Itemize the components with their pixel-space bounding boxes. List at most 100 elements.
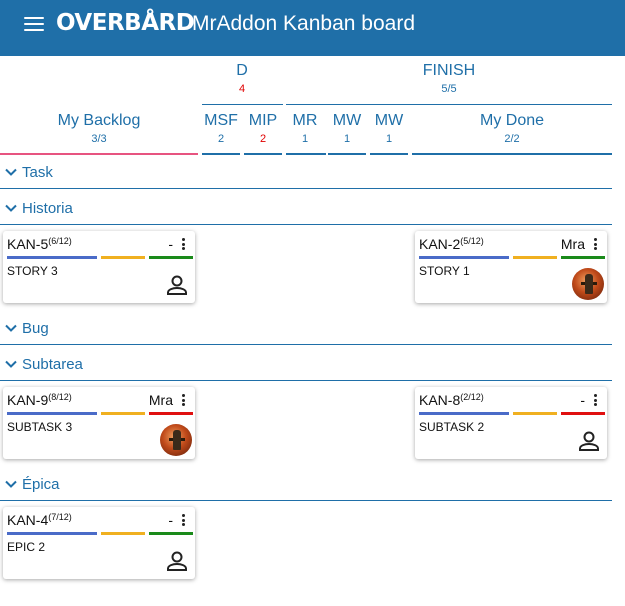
column-underline-mr bbox=[286, 153, 326, 155]
issue-assignee: - bbox=[168, 512, 173, 528]
column-count-my-done: 2/2 bbox=[504, 133, 520, 145]
column-underline-my-done bbox=[412, 153, 612, 155]
progress-bar-blue bbox=[7, 256, 97, 259]
issue-assignee: Mra bbox=[560, 236, 585, 252]
progress-bar-yellow bbox=[101, 532, 145, 535]
issue-assignee: - bbox=[168, 236, 173, 252]
issue-card-kan-4[interactable]: KAN-4(7/12) - EPIC 2 bbox=[3, 507, 195, 579]
chevron-down-icon bbox=[5, 168, 17, 176]
progress-bar-blue bbox=[419, 256, 509, 259]
group-count-d: 4 bbox=[238, 83, 246, 95]
column-count-mw-2: 1 bbox=[385, 133, 393, 145]
issue-progress: (6/12) bbox=[48, 236, 72, 246]
column-underline-mw-1 bbox=[328, 153, 366, 155]
swimlane-divider bbox=[0, 344, 612, 345]
progress-bar-red bbox=[149, 412, 193, 415]
column-count-mw-1: 1 bbox=[343, 133, 351, 145]
issue-key[interactable]: KAN-8(2/12) bbox=[419, 392, 484, 408]
issue-card-kan-9[interactable]: KAN-9(8/12) Mra SUBTASK 3 bbox=[3, 387, 195, 459]
top-app-bar: OVERBÅRD MrAddon Kanban board bbox=[0, 0, 625, 56]
chevron-down-icon bbox=[5, 360, 17, 368]
issue-progress: (5/12) bbox=[460, 236, 484, 246]
issue-progress: (2/12) bbox=[460, 392, 484, 402]
progress-bar-green bbox=[149, 256, 193, 259]
column-underline-msf bbox=[202, 153, 240, 155]
swimlane-divider bbox=[0, 500, 612, 501]
group-count-finish: 5/5 bbox=[441, 83, 457, 95]
person-icon bbox=[167, 551, 187, 571]
swimlane-header-historia[interactable]: Historia bbox=[0, 194, 612, 224]
column-title-mw-2[interactable]: MW bbox=[374, 112, 404, 129]
progress-bar-green bbox=[149, 532, 193, 535]
column-underline-mw-2 bbox=[370, 153, 408, 155]
column-underline-my-backlog bbox=[0, 153, 198, 155]
issue-summary: EPIC 2 bbox=[7, 540, 46, 554]
column-title-mw-1[interactable]: MW bbox=[332, 112, 362, 129]
progress-bars bbox=[419, 412, 605, 415]
more-vert-icon[interactable] bbox=[179, 238, 187, 250]
group-divider-d bbox=[202, 104, 283, 105]
column-title-msf[interactable]: MSF bbox=[204, 112, 238, 129]
issue-key[interactable]: KAN-5(6/12) bbox=[7, 236, 72, 252]
progress-bar-yellow bbox=[513, 412, 557, 415]
progress-bar-blue bbox=[419, 412, 509, 415]
progress-bar-blue bbox=[7, 532, 97, 535]
issue-card-kan-8[interactable]: KAN-8(2/12) - SUBTASK 2 bbox=[415, 387, 607, 459]
swimlane-divider bbox=[0, 224, 612, 225]
progress-bars bbox=[7, 256, 193, 259]
issue-key[interactable]: KAN-2(5/12) bbox=[419, 236, 484, 252]
progress-bar-green bbox=[561, 256, 605, 259]
swimlane-header-subtarea[interactable]: Subtarea bbox=[0, 350, 612, 380]
more-vert-icon[interactable] bbox=[591, 238, 599, 250]
issue-summary: STORY 3 bbox=[7, 264, 58, 278]
progress-bars bbox=[7, 412, 193, 415]
chevron-down-icon bbox=[5, 204, 17, 212]
swimlane-header-task[interactable]: Task bbox=[0, 158, 612, 188]
chevron-down-icon bbox=[5, 480, 17, 488]
issue-assignee: Mra bbox=[148, 392, 173, 408]
progress-bar-yellow bbox=[513, 256, 557, 259]
column-title-mip[interactable]: MIP bbox=[248, 112, 278, 129]
chevron-down-icon bbox=[5, 324, 17, 332]
person-icon bbox=[579, 431, 599, 451]
issue-assignee: - bbox=[580, 392, 585, 408]
user-avatar bbox=[160, 424, 192, 456]
person-icon bbox=[167, 275, 187, 295]
column-underline-mip bbox=[244, 153, 282, 155]
progress-bar-yellow bbox=[101, 256, 145, 259]
swimlane-label-historia: Historia bbox=[22, 200, 73, 217]
board-title: MrAddon Kanban board bbox=[192, 12, 415, 35]
more-vert-icon[interactable] bbox=[591, 394, 599, 406]
progress-bar-red bbox=[561, 412, 605, 415]
column-count-msf: 2 bbox=[217, 133, 225, 145]
swimlane-header-epica[interactable]: Épica bbox=[0, 470, 612, 500]
user-avatar bbox=[572, 268, 604, 300]
column-title-my-backlog[interactable]: My Backlog bbox=[57, 112, 141, 129]
issue-progress: (7/12) bbox=[48, 512, 72, 522]
group-divider-finish bbox=[286, 104, 612, 105]
issue-progress: (8/12) bbox=[48, 392, 72, 402]
issue-card-kan-5[interactable]: KAN-5(6/12) - STORY 3 bbox=[3, 231, 195, 303]
issue-key[interactable]: KAN-4(7/12) bbox=[7, 512, 72, 528]
issue-key[interactable]: KAN-9(8/12) bbox=[7, 392, 72, 408]
issue-summary: STORY 1 bbox=[419, 264, 470, 278]
column-title-my-done[interactable]: My Done bbox=[479, 112, 545, 129]
swimlane-label-subtarea: Subtarea bbox=[22, 356, 83, 373]
column-title-mr[interactable]: MR bbox=[292, 112, 318, 129]
issue-summary: SUBTASK 2 bbox=[419, 420, 485, 434]
menu-icon[interactable] bbox=[24, 17, 44, 33]
group-title-d: D bbox=[236, 62, 248, 79]
column-count-mr: 1 bbox=[301, 133, 309, 145]
more-vert-icon[interactable] bbox=[179, 514, 187, 526]
column-count-my-backlog: 3/3 bbox=[91, 133, 107, 145]
column-count-mip: 2 bbox=[259, 133, 267, 145]
issue-card-kan-2[interactable]: KAN-2(5/12) Mra STORY 1 bbox=[415, 231, 607, 303]
swimlane-header-bug[interactable]: Bug bbox=[0, 314, 612, 344]
swimlane-divider bbox=[0, 188, 612, 189]
swimlane-label-epica: Épica bbox=[22, 476, 60, 493]
issue-summary: SUBTASK 3 bbox=[7, 420, 73, 434]
progress-bars bbox=[7, 532, 193, 535]
progress-bar-blue bbox=[7, 412, 97, 415]
more-vert-icon[interactable] bbox=[179, 394, 187, 406]
progress-bar-yellow bbox=[101, 412, 145, 415]
